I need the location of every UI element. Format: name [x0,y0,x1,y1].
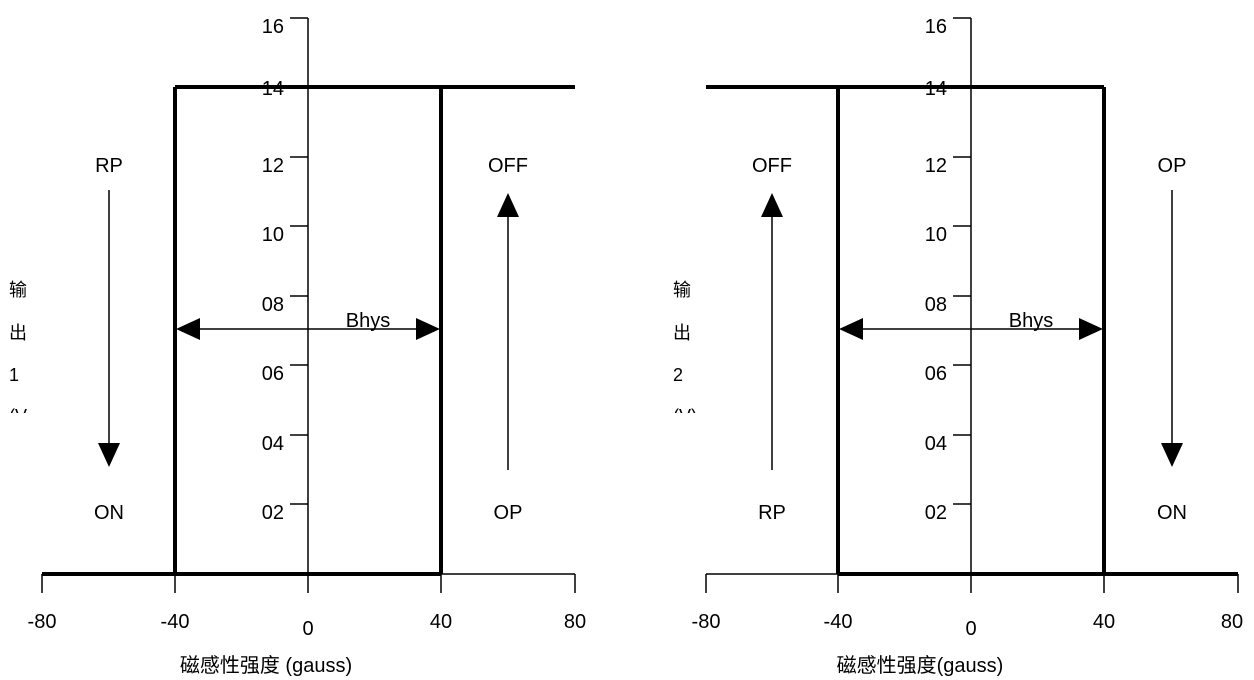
y-tick-labels: 16 14 12 10 08 06 04 02 [262,16,284,524]
y-tick-label: 02 [925,502,947,524]
y-label-char: 出 [673,323,691,343]
left-bottom-label: ON [94,502,124,524]
y-tick-labels: 16 14 12 10 08 06 04 02 [925,16,947,524]
right-up-arrow [497,193,519,470]
bhys-label: Bhys [346,310,390,332]
y-tick-label: 16 [925,16,947,38]
right-top-label: OP [1158,155,1187,177]
left-bottom-label: RP [758,502,786,524]
right-bottom-label: OP [494,502,523,524]
x-tick-labels: -80 -40 0 40 80 [28,611,587,640]
y-label-char: 输 [673,280,691,300]
y-tick-label: 04 [925,433,947,455]
right-top-label: OFF [488,155,528,177]
y-tick-label: 06 [262,363,284,385]
y-tick-label: 12 [262,155,284,177]
y-tick-label: 16 [262,16,284,38]
y-tick-label: 08 [262,294,284,316]
y-label-char: (V) [673,406,697,426]
left-top-label: OFF [752,155,792,177]
x-tick-label: -80 [692,611,721,633]
y-label-char: 出 [9,323,27,343]
y-tick-label: 10 [262,224,284,246]
left-down-arrow [98,190,120,467]
x-tick-label: -80 [28,611,57,633]
x-axis-label: 磁感性强度 (gauss) [180,654,352,677]
y-axis-label: 输 出 1 (V [9,280,27,426]
x-tick-label: 40 [430,611,452,633]
y-label-char: (V [9,406,27,426]
left-top-label: RP [95,155,123,177]
x-tick-label: 80 [564,611,586,633]
panel-2: 16 14 12 10 08 06 04 02 -80 -40 0 40 80 … [673,16,1243,677]
y-tick-label: 10 [925,224,947,246]
hysteresis-loop [706,85,1238,576]
y-tick-marks [953,17,971,505]
y-tick-label: 04 [262,433,284,455]
x-tick-label: 0 [302,618,313,640]
hysteresis-loop [42,85,575,576]
y-label-char: 1 [9,365,19,385]
left-up-arrow [761,193,783,470]
y-tick-label: 02 [262,502,284,524]
right-bottom-label: ON [1157,502,1187,524]
x-tick-labels: -80 -40 0 40 80 [692,611,1244,640]
x-tick-label: 0 [965,618,976,640]
bhys-label: Bhys [1009,310,1053,332]
y-tick-marks [290,17,308,505]
y-tick-label: 12 [925,155,947,177]
bhys-arrow [176,318,440,340]
bhys-arrow [839,318,1103,340]
x-tick-label: 80 [1221,611,1243,633]
y-label-char: 2 [673,365,683,385]
y-tick-label: 06 [925,363,947,385]
x-tick-marks [705,574,1239,593]
y-tick-label: 08 [925,294,947,316]
x-tick-label: -40 [161,611,190,633]
x-tick-marks [41,574,576,593]
y-axis-label: 输 出 2 (V) [673,280,697,426]
x-tick-label: 40 [1093,611,1115,633]
x-axis-label: 磁感性强度(gauss) [837,654,1004,677]
x-tick-label: -40 [824,611,853,633]
right-down-arrow [1161,190,1183,467]
panel-1: 16 14 12 10 08 06 04 02 -80 -40 0 40 80 … [9,16,586,677]
y-label-char: 输 [9,280,27,300]
